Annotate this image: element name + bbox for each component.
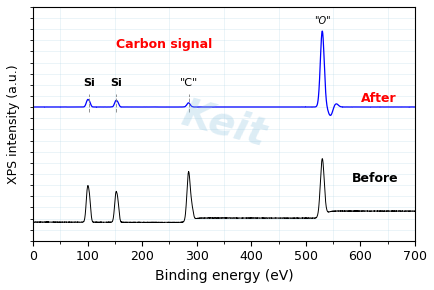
Text: Before: Before <box>352 172 399 185</box>
Y-axis label: XPS intensity (a.u.): XPS intensity (a.u.) <box>7 64 20 184</box>
Text: "O": "O" <box>314 16 331 26</box>
Text: After: After <box>361 92 396 105</box>
Text: Si: Si <box>110 78 122 88</box>
Text: Keit: Keit <box>178 94 271 153</box>
Text: Carbon signal: Carbon signal <box>116 38 212 51</box>
Text: Si: Si <box>83 78 95 88</box>
X-axis label: Binding energy (eV): Binding energy (eV) <box>155 269 293 283</box>
Text: "C": "C" <box>179 78 197 88</box>
